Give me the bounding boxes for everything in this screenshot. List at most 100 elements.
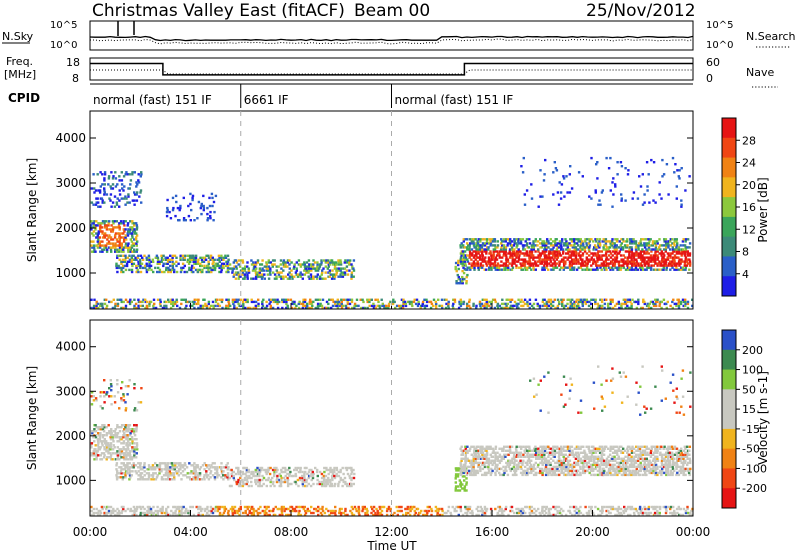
echo-cell: [572, 252, 576, 255]
echo-cell: [343, 267, 347, 270]
echo-cell: [613, 473, 616, 477]
echo-cell: [165, 210, 169, 214]
echo-cell: [543, 453, 546, 456]
echo-cell: [588, 254, 591, 257]
echo-cell: [612, 193, 615, 196]
echo-cell: [335, 304, 339, 308]
echo-cell: [590, 264, 593, 267]
echo-cell: [110, 300, 113, 304]
echo-cell: [184, 219, 187, 222]
echo-cell: [169, 472, 172, 475]
echo-cell: [459, 461, 462, 465]
echo-cell: [584, 262, 587, 265]
echo-cell: [509, 449, 512, 452]
echo-cell: [578, 306, 581, 310]
echo-cell: [643, 244, 646, 247]
echo-cell: [126, 436, 129, 439]
echo-cell: [637, 300, 640, 304]
echo-cell: [549, 258, 552, 261]
echo-cell: [125, 238, 128, 241]
echo-cell: [327, 275, 330, 278]
echo-cell: [117, 426, 121, 429]
echo-cell: [158, 302, 162, 306]
echo-cell: [566, 191, 569, 194]
echo-cell: [327, 302, 330, 306]
echo-cell: [224, 466, 228, 469]
echo-cell: [457, 263, 460, 267]
echo-cell: [114, 226, 117, 229]
echo-cell: [214, 304, 217, 308]
echo-cell: [622, 471, 626, 475]
echo-cell: [254, 470, 258, 474]
echo-cell: [305, 267, 308, 270]
echo-cell: [622, 302, 626, 306]
echo-cell: [210, 270, 213, 274]
echo-cell: [483, 268, 486, 271]
echo-cell: [565, 175, 568, 178]
echo-cell: [585, 298, 588, 301]
echo-cell: [464, 447, 467, 450]
echo-cell: [232, 275, 235, 278]
echo-cell: [282, 263, 285, 266]
echo-cell: [530, 252, 534, 255]
echo-cell: [492, 449, 495, 452]
echo-cell: [101, 199, 104, 202]
echo-cell: [472, 238, 476, 241]
echo-cell: [634, 268, 638, 271]
echo-cell: [679, 300, 683, 304]
echo-cell: [191, 196, 194, 200]
echo-cell: [459, 302, 463, 306]
echo-cell: [639, 469, 642, 473]
echo-cell: [301, 263, 304, 266]
echo-cell: [337, 484, 340, 488]
echo-cell: [471, 467, 474, 471]
echo-cell: [106, 238, 109, 241]
echo-cell: [512, 455, 516, 458]
echo-cell: [476, 471, 480, 475]
echo-cell: [269, 273, 272, 276]
echo-cell: [221, 298, 224, 301]
echo-cell: [126, 452, 130, 455]
echo-cell: [534, 244, 537, 247]
echo-cell: [145, 300, 149, 304]
echo-cell: [411, 304, 414, 308]
echo-cell: [652, 256, 655, 259]
echo-cell: [462, 300, 466, 304]
echo-cell: [214, 264, 217, 268]
echo-cell: [461, 282, 464, 285]
echo-cell: [532, 465, 535, 469]
echo-cell: [604, 244, 608, 247]
echo-cell: [482, 304, 485, 308]
echo-cell: [116, 432, 120, 435]
echo-cell: [138, 195, 141, 198]
echo-cell: [553, 469, 556, 473]
echo-cell: [468, 254, 471, 257]
echo-cell: [141, 478, 145, 481]
echo-cell: [154, 266, 157, 270]
echo-cell: [652, 199, 655, 202]
echo-cell: [310, 300, 314, 304]
echo-cell: [146, 306, 149, 310]
echo-cell: [622, 254, 625, 257]
echo-cell: [199, 206, 202, 210]
echo-cell: [234, 271, 238, 274]
echo-cell: [163, 468, 166, 471]
echo-cell: [475, 306, 478, 310]
echo-cell: [101, 240, 104, 243]
echo-cell: [227, 258, 230, 261]
echo-cell: [216, 476, 219, 479]
echo-cell: [444, 306, 448, 310]
echo-cell: [177, 262, 180, 265]
echo-cell: [144, 266, 147, 270]
echo-cell: [557, 461, 561, 465]
echo-cell: [133, 250, 136, 253]
echo-cell: [421, 302, 424, 306]
echo-cell: [258, 474, 261, 478]
echo-cell: [468, 449, 471, 452]
echo-cell: [267, 476, 270, 480]
echo-cell: [667, 254, 670, 257]
echo-cell: [262, 476, 266, 480]
echo-cell: [503, 445, 506, 448]
echo-cell: [562, 465, 566, 469]
